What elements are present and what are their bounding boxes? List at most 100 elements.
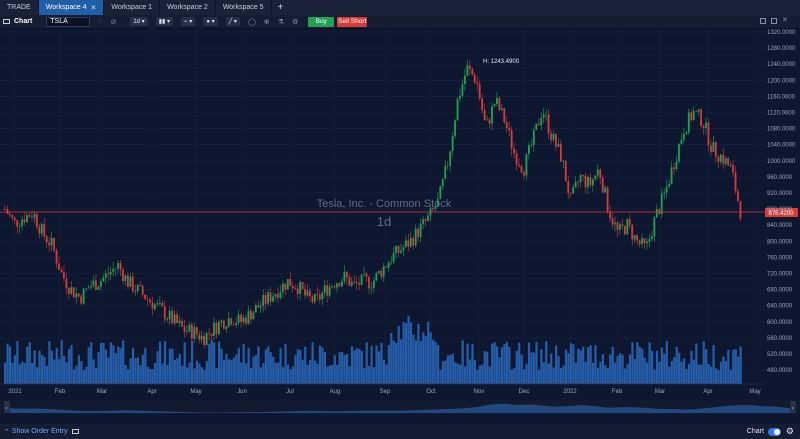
candle-body <box>40 224 43 234</box>
candle-body <box>225 327 228 329</box>
volume-bar <box>114 353 117 384</box>
volume-bar <box>358 348 361 384</box>
tab-workspace-5[interactable]: Workspace 5 <box>216 0 272 15</box>
volume-bar <box>272 356 275 384</box>
tab-trade[interactable]: TRADE <box>0 0 39 15</box>
volume-bar <box>235 354 238 384</box>
info-icon[interactable]: ◌ <box>98 18 103 25</box>
gear-icon[interactable]: ⚙ <box>785 426 794 436</box>
indicator-dropdown[interactable]: ● ▾ <box>203 17 218 26</box>
volume-bar <box>112 345 115 384</box>
candle-body <box>309 290 311 297</box>
volume-bar <box>85 366 88 384</box>
tab-workspace-4[interactable]: Workspace 4 ✕ <box>38 0 105 15</box>
x-tick-label: Nov <box>474 389 485 395</box>
volume-bar <box>682 358 686 384</box>
candle-body <box>21 219 24 226</box>
x-tick-label: Apr <box>147 389 156 395</box>
candle-body <box>358 283 361 285</box>
gear-icon[interactable]: ⚙ <box>291 18 299 26</box>
x-tick-label: Jul <box>286 389 294 395</box>
volume-bar <box>173 359 176 384</box>
volume-bar <box>58 359 61 384</box>
chart-type-dropdown[interactable]: ▮▮ ▾ <box>155 17 173 26</box>
volume-bar <box>43 356 46 384</box>
volume-bar <box>648 342 651 384</box>
candle-body <box>614 222 616 225</box>
volume-bar <box>547 363 550 384</box>
show-order-entry[interactable]: ⌃ Show Order Entry <box>4 428 80 436</box>
flask-icon[interactable]: ⚗ <box>277 18 284 26</box>
candle-body <box>690 112 693 121</box>
candle-body <box>33 214 36 218</box>
candle-body <box>95 280 97 290</box>
sell-short-button[interactable]: Sell Short <box>337 16 368 27</box>
comment-icon[interactable]: ◯ <box>247 18 256 26</box>
candle-body <box>232 324 235 326</box>
candle-body <box>638 240 641 245</box>
close-icon[interactable]: ✕ <box>90 4 97 12</box>
candle-body <box>545 114 547 116</box>
candle-body <box>360 274 363 285</box>
volume-bar <box>99 342 103 384</box>
x-tick-label: Sep <box>380 389 391 395</box>
popout-icon[interactable] <box>760 18 766 24</box>
navigator-right-handle[interactable] <box>790 401 796 413</box>
candle-body <box>464 75 466 85</box>
volume-bar <box>259 367 263 384</box>
volume-bar <box>6 343 9 384</box>
price-chart[interactable]: Tesla, Inc. - Common Stock 1d H: 1243.49… <box>0 29 800 424</box>
link-icon[interactable]: ⊘ <box>110 18 117 26</box>
compare-dropdown[interactable]: ⌁ ▾ <box>181 17 196 26</box>
symbol-input[interactable]: TSLA <box>46 16 91 27</box>
interval-dropdown[interactable]: 1d ▾ <box>130 17 148 26</box>
candle-body <box>124 275 127 282</box>
candle-body <box>491 106 493 124</box>
volume-bar <box>707 364 710 384</box>
volume-bar <box>604 365 607 384</box>
candle-body <box>587 176 589 188</box>
candle-body <box>43 224 46 237</box>
candle-body <box>454 120 456 137</box>
add-tab-icon[interactable]: + <box>277 2 284 13</box>
volume-bar <box>387 344 390 384</box>
maximize-icon[interactable] <box>771 18 777 24</box>
navigator-left-handle[interactable] <box>4 401 10 413</box>
volume-bar <box>237 347 240 384</box>
candle-body <box>119 262 122 270</box>
close-icon[interactable]: ✕ <box>782 17 788 24</box>
volume-bar <box>281 367 285 384</box>
candle-body <box>417 228 420 238</box>
candle-body <box>471 69 474 75</box>
tab-workspace-2[interactable]: Workspace 2 <box>160 0 216 15</box>
candle-body <box>555 133 557 147</box>
tab-workspace-1[interactable]: Workspace 1 <box>104 0 161 15</box>
chart-toggle[interactable] <box>767 427 781 436</box>
volume-bar <box>692 359 695 384</box>
volume-bar <box>542 362 545 384</box>
volume-bar <box>552 367 555 384</box>
compare-icon: ⌁ <box>184 19 188 25</box>
volume-bar <box>127 369 130 384</box>
volume-bar <box>614 362 617 384</box>
y-tick-label: 960.0000 <box>767 175 793 181</box>
volume-bar <box>60 340 63 384</box>
zoom-icon[interactable]: ⊕ <box>263 18 270 26</box>
candle-body <box>247 310 250 324</box>
buy-button[interactable]: Buy <box>308 16 335 27</box>
candle-body <box>306 290 309 296</box>
volume-bar <box>95 367 98 384</box>
volume-bar <box>296 349 299 384</box>
volume-bar <box>50 350 53 384</box>
candle-body <box>483 110 486 120</box>
interval-label: 1d <box>133 18 141 25</box>
volume-bar <box>225 354 228 384</box>
candle-body <box>173 314 176 324</box>
y-tick-label: 640.0000 <box>767 304 793 310</box>
candle-body <box>712 142 715 152</box>
candle-body <box>427 215 429 221</box>
volume-bar <box>193 368 196 384</box>
drawing-dropdown[interactable]: ╱ ▾ <box>225 17 240 26</box>
volume-bar <box>149 369 152 384</box>
candle-body <box>567 181 570 194</box>
